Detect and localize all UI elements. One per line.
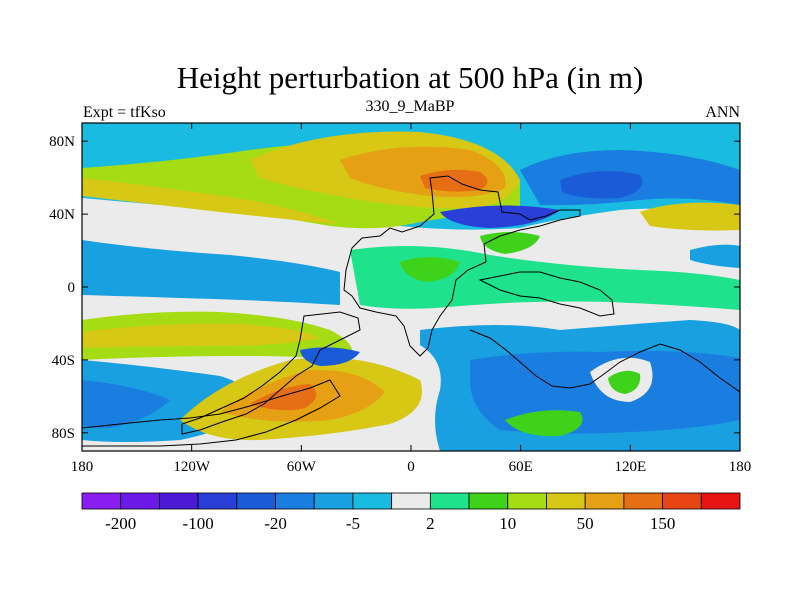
field-tropics-blue (82, 240, 340, 305)
continent-outline-indian-coast (469, 329, 740, 393)
colorbar-swatch (429, 492, 470, 510)
x-tick-label: 180 (71, 459, 94, 475)
colorbar-swatch (236, 492, 276, 510)
field-north-positive-core (82, 178, 340, 224)
field-atlantic-ridge-peak (420, 169, 488, 192)
colorbar-swatch (81, 492, 122, 510)
continent-outline-asia (478, 271, 615, 317)
x-tick-label: 0 (407, 459, 415, 475)
colorbar-swatch (584, 492, 625, 510)
field-south-positive-core (82, 323, 320, 348)
left-string: Expt = tfKso (83, 104, 166, 121)
colorbar-swatch (352, 492, 393, 510)
y-tick-label: 0 (68, 280, 76, 296)
colorbar-swatch (546, 492, 586, 510)
field-south-atlantic-blue (300, 347, 360, 366)
colorbar-swatch (700, 492, 741, 510)
field-atlantic-blue (440, 205, 560, 228)
colorbar-label: -5 (346, 514, 360, 533)
continent-outline-antarctica (82, 379, 341, 447)
colorbar-label: 2 (426, 514, 435, 533)
x-tick-label: 120W (173, 459, 211, 475)
x-tick-label: 180 (729, 459, 752, 475)
y-axis: 80N 40N 0 40S 80S (49, 134, 740, 442)
field-antarctic-green (505, 410, 583, 437)
colorbar-swatch (159, 492, 199, 510)
colorbar-label: -200 (105, 514, 136, 533)
colorbar-swatch (120, 492, 160, 510)
colorbar-swatch (313, 492, 354, 510)
colorbar-swatch (197, 492, 238, 510)
colorbar-label: 10 (499, 514, 516, 533)
center-string: 330_9_MaBP (366, 98, 455, 115)
colorbar-swatch (507, 492, 547, 510)
field-east-pacific-blue (690, 244, 740, 268)
x-tick-label: 60W (287, 459, 317, 475)
x-axis: 180 120W 60W 0 60E 120E 180 (71, 123, 752, 475)
continent-outline-africa-europe (343, 175, 581, 357)
field-europe-green (480, 232, 540, 254)
y-tick-label: 40S (52, 353, 75, 369)
field-pacific-ridge (640, 202, 740, 231)
colorbar-swatch (623, 492, 663, 510)
colorbar-label: -100 (183, 514, 214, 533)
field-africa-green (400, 257, 460, 282)
y-tick-label: 80S (52, 426, 75, 442)
field-siberia-trough-core (560, 171, 643, 199)
colorbar-swatch (468, 492, 509, 510)
colorbar-swatch (391, 492, 431, 510)
right-string: ANN (705, 104, 740, 121)
contour-map (82, 123, 740, 451)
continent-outline-south-america (181, 311, 361, 435)
field-south-negative-core (82, 380, 170, 428)
chart-title: Height perturbation at 500 hPa (in m) (177, 60, 644, 95)
colorbar-swatch (662, 492, 702, 510)
colorbar-label: -20 (264, 514, 287, 533)
colorbar-swatch (275, 492, 315, 510)
field-indian-green-cell (608, 370, 641, 394)
x-tick-label: 120E (614, 459, 646, 475)
colorbar-label: 50 (577, 514, 594, 533)
x-tick-label: 60E (509, 459, 533, 475)
colorbar: -200 -100 -20 -5 2 10 50 150 (81, 492, 741, 533)
y-tick-label: 80N (49, 134, 75, 150)
y-tick-label: 40N (49, 207, 75, 223)
colorbar-label: 150 (650, 514, 676, 533)
